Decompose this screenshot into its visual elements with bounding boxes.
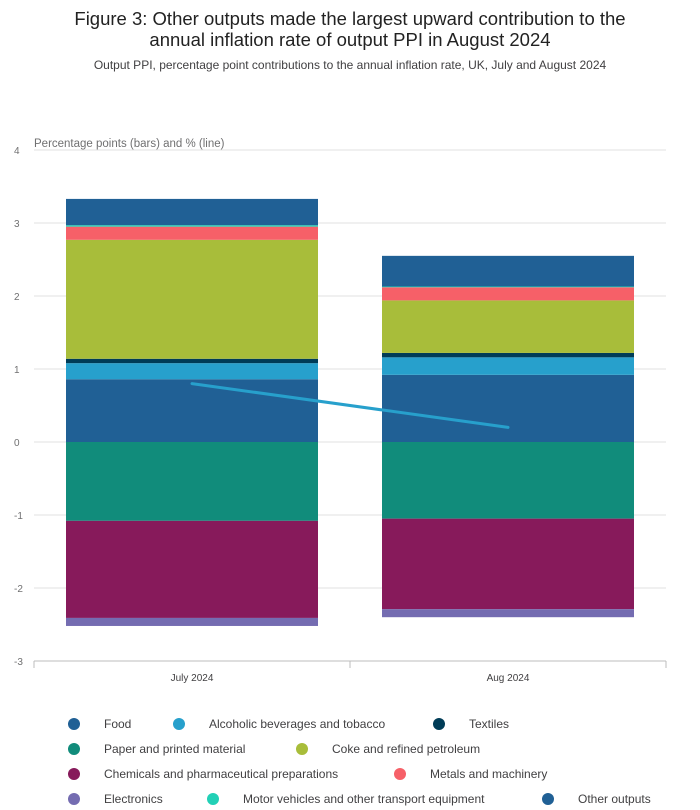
bar-segment-textiles xyxy=(66,358,318,364)
bar-segment-motor-vehicles-and-other-transport-equipment xyxy=(382,286,634,288)
legend-label: Paper and printed material xyxy=(104,742,246,756)
legend-label: Food xyxy=(104,717,132,731)
y-tick-label: -2 xyxy=(14,584,23,595)
bar-segment-electronics xyxy=(66,617,318,626)
bar-segment-other-outputs xyxy=(382,255,634,287)
legend-swatch xyxy=(542,793,554,805)
legend-label: Coke and refined petroleum xyxy=(332,742,481,756)
legend-swatch xyxy=(296,743,308,755)
legend-label: Motor vehicles and other transport equip… xyxy=(243,792,485,806)
x-tick-label: Aug 2024 xyxy=(487,673,530,684)
bar-segment-motor-vehicles-and-other-transport-equipment xyxy=(66,225,318,227)
legend-swatch xyxy=(207,793,219,805)
bar-segment-metals-and-machinery xyxy=(66,226,318,240)
chart-title-line-2: annual inflation rate of output PPI in A… xyxy=(149,29,551,50)
chart-title: Figure 3: Other outputs made the largest… xyxy=(0,8,700,50)
bar-segment-coke-and-refined-petroleum xyxy=(382,300,634,353)
chart-title-line-1: Figure 3: Other outputs made the largest… xyxy=(74,8,626,29)
legend-swatch xyxy=(68,743,80,755)
bar-segment-coke-and-refined-petroleum xyxy=(66,239,318,359)
y-tick-label: -3 xyxy=(14,657,23,668)
legend-swatch xyxy=(68,718,80,730)
chart-area: -3 -2 -1 0 1 2 3 4 Percentage points (bars) and … xyxy=(14,138,667,684)
y-tick-label: 0 xyxy=(14,438,20,449)
legend-label: Textiles xyxy=(469,717,510,731)
bar-segment-food xyxy=(382,374,634,442)
legend-label: Alcoholic beverages and tobacco xyxy=(209,717,386,731)
bar-segment-paper-and-printed-material xyxy=(382,442,634,519)
bar-segment-food xyxy=(66,379,318,442)
bar-segment-alcoholic-beverages-and-tobacco xyxy=(382,357,634,375)
legend-label: Electronics xyxy=(104,792,163,806)
bar-segment-other-outputs xyxy=(66,198,318,226)
y-tick-label: 2 xyxy=(14,292,20,303)
y-tick-label: 1 xyxy=(14,365,20,376)
legend-label: Metals and machinery xyxy=(430,767,548,781)
y-axis-label: Percentage points (bars) and % (line) xyxy=(34,138,225,150)
legend-label: Other outputs xyxy=(578,792,651,806)
bar-segment-textiles xyxy=(382,352,634,358)
legend-swatch xyxy=(433,718,445,730)
bar-segment-metals-and-machinery xyxy=(382,287,634,301)
bar-segment-electronics xyxy=(382,609,634,618)
legend-swatch xyxy=(68,793,80,805)
bar-segment-chemicals-and-pharmaceutical-preparations xyxy=(382,518,634,610)
bar-segment-chemicals-and-pharmaceutical-preparations xyxy=(66,520,318,618)
inflation-rate-line xyxy=(190,382,510,429)
legend-swatch xyxy=(173,718,185,730)
legend-label: Chemicals and pharmaceutical preparation… xyxy=(104,767,339,781)
y-tick-label: -1 xyxy=(14,511,23,522)
bar-segment-paper-and-printed-material xyxy=(66,442,318,521)
legend-swatch xyxy=(394,768,406,780)
chart-subtitle: Output PPI, percentage point contributio… xyxy=(93,58,607,72)
legend-swatch xyxy=(68,768,80,780)
bar-segment-alcoholic-beverages-and-tobacco xyxy=(66,363,318,380)
y-tick-label: 4 xyxy=(14,146,20,157)
x-tick-label: July 2024 xyxy=(171,673,214,684)
y-tick-label: 3 xyxy=(14,219,20,230)
